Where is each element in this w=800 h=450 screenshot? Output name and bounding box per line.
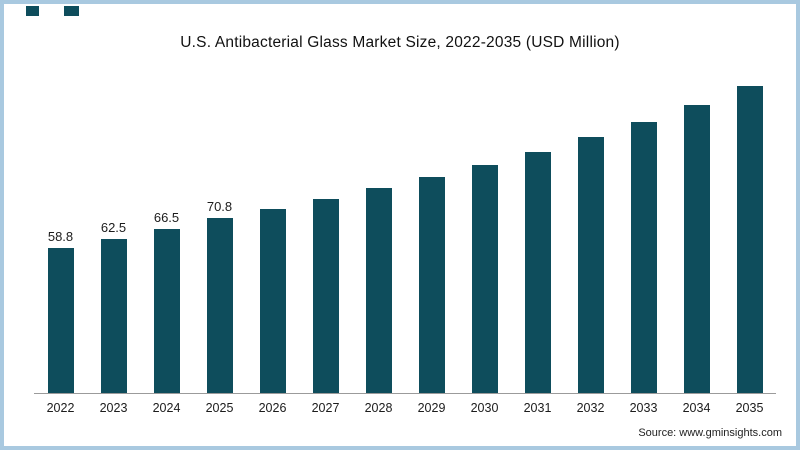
bar — [418, 176, 445, 393]
bar-value-label: 70.8 — [206, 199, 233, 215]
x-tick-label: 2033 — [629, 401, 658, 415]
x-tick-label: 2034 — [682, 401, 711, 415]
x-tick-label: 2024 — [152, 401, 181, 415]
bar — [630, 121, 657, 393]
bar-value-label: 58.8 — [47, 228, 74, 244]
bar-chart: 58.8 62.5 66.5 70.8 2022 2023 2024 2025 2026 202… — [34, 72, 776, 415]
bar-column — [670, 72, 723, 393]
bar-column — [617, 72, 670, 393]
x-tick-label: 2027 — [311, 401, 340, 415]
bars-area: 58.8 62.5 66.5 70.8 — [34, 72, 776, 394]
bar-column: 70.8 — [193, 72, 246, 393]
decorative-mark — [26, 6, 39, 16]
bar-column — [723, 72, 776, 393]
x-tick-label: 2030 — [470, 401, 499, 415]
x-tick-label: 2025 — [205, 401, 234, 415]
bar — [312, 198, 339, 393]
x-tick-label: 2029 — [417, 401, 446, 415]
x-tick-label: 2032 — [576, 401, 605, 415]
bar-column — [564, 72, 617, 393]
bar-value-label: 62.5 — [100, 219, 127, 235]
decorative-mark — [64, 6, 79, 16]
x-tick-label: 2022 — [46, 401, 75, 415]
bar-column — [352, 72, 405, 393]
bar-column — [246, 72, 299, 393]
bar — [47, 247, 74, 393]
source-text: Source: www.gminsights.com — [638, 427, 782, 439]
bar — [524, 151, 551, 393]
bar — [471, 164, 498, 393]
bar-column — [511, 72, 564, 393]
bar — [153, 228, 180, 393]
bar-column: 58.8 — [34, 72, 87, 393]
bar — [736, 86, 763, 393]
bar-column — [299, 72, 352, 393]
bar-column: 66.5 — [140, 72, 193, 393]
bar — [259, 208, 286, 393]
bar — [100, 238, 127, 393]
bar — [683, 104, 710, 393]
bar — [206, 218, 233, 393]
bar-value-label: 66.5 — [153, 209, 180, 225]
x-tick-label: 2035 — [735, 401, 764, 415]
chart-title: U.S. Antibacterial Glass Market Size, 20… — [180, 34, 620, 51]
bar-column — [405, 72, 458, 393]
x-tick-label: 2026 — [258, 401, 287, 415]
bar — [365, 188, 392, 393]
x-tick-label: 2031 — [523, 401, 552, 415]
bar-column: 62.5 — [87, 72, 140, 393]
bar — [577, 137, 604, 393]
x-axis-labels: 2022 2023 2024 2025 2026 2027 2028 2029 2030 2031… — [34, 401, 776, 415]
x-tick-label: 2028 — [364, 401, 393, 415]
x-tick-label: 2023 — [99, 401, 128, 415]
bar-column — [458, 72, 511, 393]
